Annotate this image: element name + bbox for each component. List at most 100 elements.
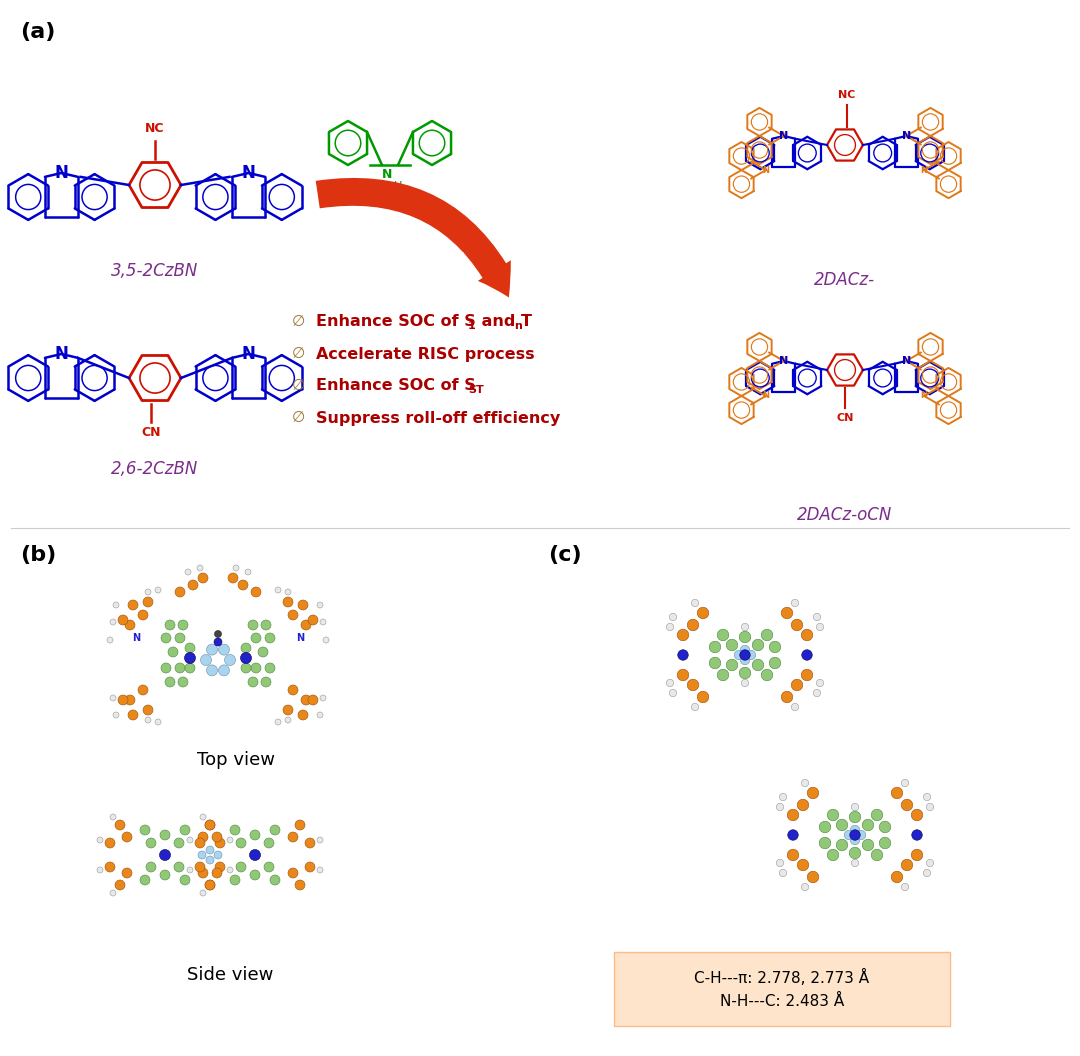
Text: H: H [394, 181, 402, 191]
Circle shape [740, 656, 750, 664]
Circle shape [140, 825, 150, 835]
Circle shape [248, 620, 258, 630]
Circle shape [741, 623, 748, 630]
Text: CN: CN [141, 426, 161, 438]
Circle shape [185, 653, 195, 663]
Circle shape [275, 719, 281, 725]
Circle shape [264, 862, 274, 872]
Circle shape [801, 779, 809, 787]
Circle shape [206, 856, 214, 864]
Text: 2,6-2CzBN: 2,6-2CzBN [111, 460, 199, 478]
Circle shape [270, 875, 280, 885]
Circle shape [175, 633, 185, 643]
Text: N-H---C: 2.483 Å: N-H---C: 2.483 Å [720, 994, 845, 1008]
Circle shape [174, 838, 184, 848]
Circle shape [249, 849, 260, 861]
Circle shape [780, 869, 786, 876]
Circle shape [195, 838, 205, 848]
Circle shape [283, 705, 293, 715]
Circle shape [205, 821, 215, 830]
Circle shape [308, 615, 318, 625]
Circle shape [215, 630, 221, 638]
Circle shape [872, 809, 882, 821]
Circle shape [318, 602, 323, 608]
Circle shape [761, 629, 773, 641]
Circle shape [237, 862, 246, 872]
Circle shape [146, 838, 156, 848]
Circle shape [761, 670, 773, 681]
Circle shape [836, 840, 848, 851]
Text: Top view: Top view [197, 751, 275, 769]
Circle shape [902, 779, 908, 787]
Circle shape [739, 667, 751, 679]
Circle shape [769, 641, 781, 653]
Circle shape [856, 830, 866, 840]
Circle shape [275, 587, 281, 593]
Circle shape [118, 615, 129, 625]
Circle shape [175, 587, 185, 597]
Circle shape [233, 565, 239, 571]
Text: N: N [242, 345, 256, 363]
Text: Second: Second [391, 226, 465, 270]
Text: and T: and T [476, 315, 532, 329]
Text: N: N [902, 131, 910, 142]
Circle shape [261, 677, 271, 687]
Circle shape [225, 655, 235, 665]
Circle shape [264, 838, 274, 848]
Circle shape [741, 679, 748, 686]
Circle shape [212, 832, 222, 842]
Circle shape [110, 890, 116, 895]
Circle shape [265, 633, 275, 643]
Circle shape [175, 663, 185, 673]
Text: 2DACz-oCN: 2DACz-oCN [797, 506, 893, 524]
Circle shape [891, 871, 903, 883]
Circle shape [797, 799, 809, 811]
Circle shape [265, 663, 275, 673]
Circle shape [258, 647, 268, 657]
Circle shape [180, 875, 190, 885]
Circle shape [295, 880, 305, 890]
Circle shape [850, 830, 860, 840]
Circle shape [923, 793, 931, 800]
Circle shape [122, 868, 132, 878]
Circle shape [251, 587, 261, 597]
Circle shape [850, 826, 860, 834]
Circle shape [717, 670, 729, 681]
Circle shape [746, 650, 756, 660]
Circle shape [753, 659, 764, 671]
Circle shape [912, 809, 922, 821]
Circle shape [717, 629, 729, 641]
Text: C-H---π: 2.778, 2.773 Å: C-H---π: 2.778, 2.773 Å [694, 968, 869, 985]
Circle shape [288, 868, 298, 878]
Circle shape [198, 832, 208, 842]
Circle shape [198, 868, 208, 878]
Circle shape [295, 821, 305, 830]
Text: N: N [903, 357, 909, 365]
Circle shape [769, 657, 781, 668]
Circle shape [797, 860, 809, 871]
Circle shape [787, 849, 799, 861]
Circle shape [129, 600, 138, 610]
Circle shape [670, 614, 677, 621]
Circle shape [206, 846, 214, 854]
Circle shape [288, 832, 298, 842]
Circle shape [156, 587, 161, 593]
Text: N: N [54, 164, 68, 182]
Circle shape [188, 580, 198, 590]
Circle shape [241, 653, 252, 663]
Text: N: N [296, 633, 305, 643]
Circle shape [165, 620, 175, 630]
Circle shape [781, 692, 793, 703]
Circle shape [161, 663, 171, 673]
Circle shape [912, 830, 922, 841]
Circle shape [205, 880, 215, 890]
Circle shape [801, 883, 809, 890]
Circle shape [185, 569, 191, 576]
Text: (b): (b) [21, 545, 56, 565]
Text: ∅: ∅ [292, 346, 305, 361]
Circle shape [114, 880, 125, 890]
Circle shape [836, 819, 848, 831]
Circle shape [241, 643, 251, 653]
Text: N: N [762, 392, 769, 400]
Text: n: n [514, 321, 522, 331]
